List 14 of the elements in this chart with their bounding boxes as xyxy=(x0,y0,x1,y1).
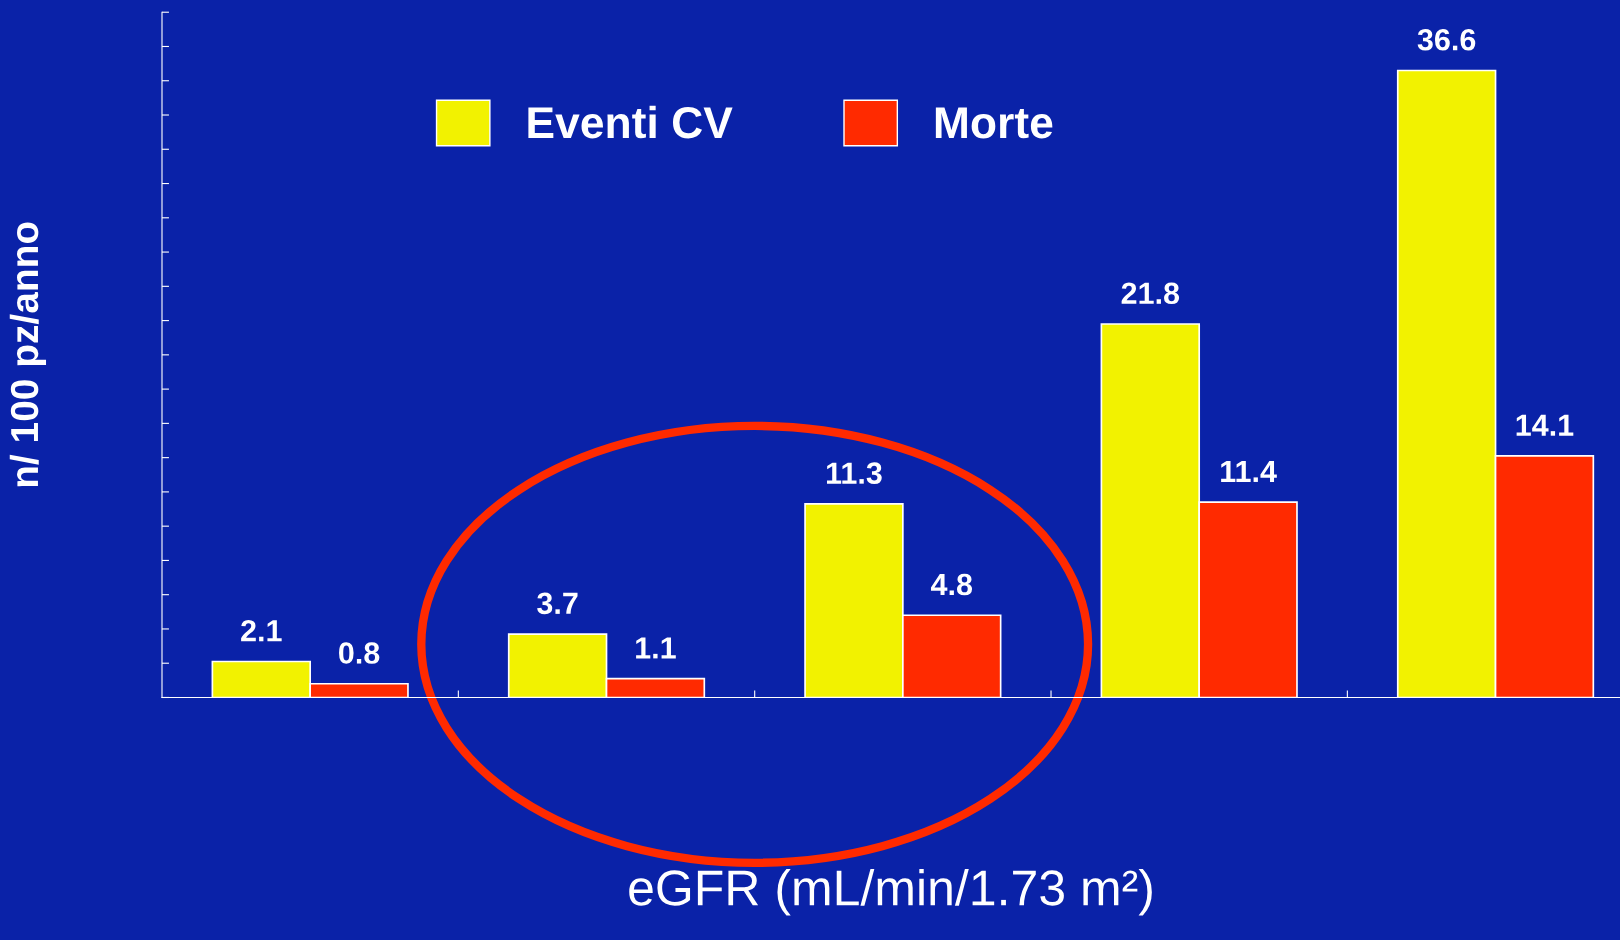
data-label: 36.6 xyxy=(1417,28,1476,51)
data-label: 21.8 xyxy=(1121,282,1180,305)
legend-label: Eventi CV xyxy=(528,105,733,139)
data-label: 11.4 xyxy=(1221,460,1277,482)
x-axis-title: eGFR (mL/min/1.73 m²) xyxy=(629,869,1152,916)
legend-label: Morte xyxy=(935,107,1053,139)
data-label: 0.8 xyxy=(339,642,380,664)
data-label: 11.3 xyxy=(826,462,882,485)
y-axis-title: n/ 100 pz/anno xyxy=(9,222,47,487)
data-label: 4.8 xyxy=(930,573,973,596)
data-label: 1.1 xyxy=(636,637,676,659)
data-label: 14.1 xyxy=(1516,414,1574,436)
data-label: 3.7 xyxy=(537,592,578,615)
data-label: 2.1 xyxy=(241,619,282,642)
